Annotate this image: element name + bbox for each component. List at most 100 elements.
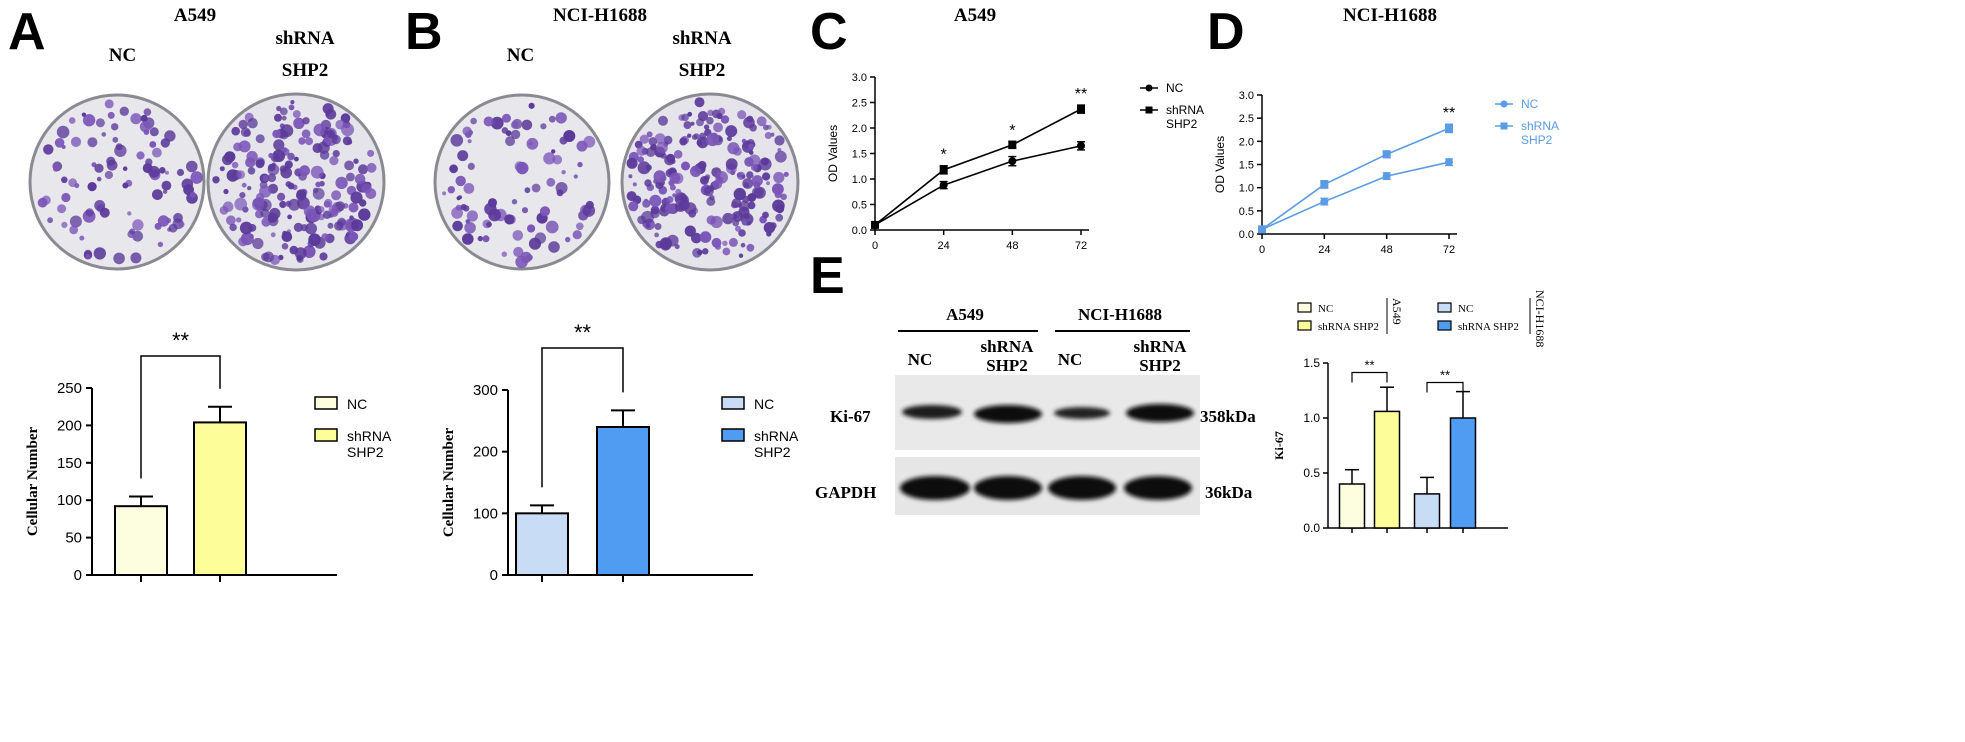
colony <box>490 116 504 130</box>
colony <box>307 240 315 248</box>
colony <box>279 200 287 209</box>
data-point <box>1077 105 1085 114</box>
chart-od-h1688: 0.0 0.5 1.0 1.5 2.0 2.5 3.0 0 24 48 72 OD Values ** N… <box>1215 90 1559 256</box>
colony <box>255 134 265 144</box>
legend-label: shRNA SHP2 <box>1318 321 1379 333</box>
colony <box>528 141 533 146</box>
data-point <box>871 220 879 229</box>
colony <box>247 118 258 129</box>
colony <box>114 144 127 157</box>
colony <box>774 150 787 163</box>
colony <box>577 161 583 168</box>
colony <box>645 223 651 229</box>
data-point <box>1445 124 1453 133</box>
colony <box>267 163 280 176</box>
colony <box>149 127 159 137</box>
colony <box>119 106 129 116</box>
colony <box>626 157 638 169</box>
x-tick-label: 24 <box>938 240 950 252</box>
colony <box>259 185 272 198</box>
colony <box>728 237 738 247</box>
colony <box>761 157 769 166</box>
colony <box>122 182 129 189</box>
colony <box>702 248 709 255</box>
y-tick-label: 1.0 <box>1303 411 1320 425</box>
colony <box>460 204 467 211</box>
colony <box>79 235 85 241</box>
panel-letter-a: A <box>8 3 46 61</box>
panel-c-title: A549 <box>953 5 997 26</box>
colony <box>312 143 323 154</box>
panel-a-shrna-label: shRNA <box>275 28 335 49</box>
colony <box>293 117 305 129</box>
colony <box>106 156 116 166</box>
colony <box>274 113 282 122</box>
colony <box>756 116 767 127</box>
colony <box>572 230 582 240</box>
legend-label: shRNA SHP2 <box>1521 119 1559 147</box>
colony <box>762 211 769 219</box>
panel-b-plates <box>433 92 800 272</box>
colony <box>93 247 107 260</box>
colony <box>645 164 652 171</box>
colony <box>582 204 596 217</box>
blot-group-a549: A549 <box>946 305 984 324</box>
dish-h1688-shrna <box>620 92 800 272</box>
colony <box>726 136 732 142</box>
blot-group-line-h1688 <box>1055 330 1190 332</box>
colony <box>335 119 346 130</box>
colony <box>329 156 339 166</box>
colony <box>229 223 237 232</box>
colony <box>659 237 673 250</box>
colony <box>646 131 653 138</box>
colony <box>317 206 325 213</box>
colony <box>288 198 301 211</box>
colony <box>637 161 651 175</box>
colony <box>738 253 744 258</box>
colony <box>467 162 475 170</box>
legend-label: NC <box>1521 97 1539 111</box>
data-point <box>1382 150 1391 159</box>
colony <box>69 215 82 228</box>
colony <box>178 221 185 228</box>
colony <box>281 115 287 121</box>
colony <box>239 192 246 199</box>
chart-ki67: 0.0 0.5 1.0 1.5 Ki-67 ** ** NC shRNA SHP2 A549 NC s… <box>1272 290 1547 535</box>
colony <box>747 193 756 202</box>
colony <box>450 134 464 147</box>
colony <box>534 232 547 244</box>
colony <box>287 182 295 190</box>
colony <box>365 188 377 199</box>
colony <box>350 191 363 204</box>
y-tick-label: 1.5 <box>1239 160 1254 172</box>
legend-swatch <box>314 396 338 410</box>
colony <box>288 104 295 111</box>
colony <box>505 136 516 147</box>
colony <box>94 163 104 173</box>
legend-label: shRNA SHP2 <box>347 428 392 460</box>
colony <box>219 166 225 172</box>
colony <box>43 144 54 155</box>
colony <box>290 100 295 105</box>
significance-bracket <box>1351 371 1388 383</box>
colony <box>292 110 301 119</box>
colony <box>692 248 702 258</box>
colony <box>85 208 94 217</box>
colony <box>238 119 248 130</box>
colony <box>456 196 461 201</box>
band-ki67-a549-nc <box>902 405 962 419</box>
colony <box>687 133 692 138</box>
colony <box>690 121 695 126</box>
colony <box>711 237 722 248</box>
x-tick-label: 0 <box>1259 244 1265 256</box>
colony <box>452 220 463 232</box>
chart-colony-h1688: 0 100 200 300 Cellular Number ** NC shRNA SHP2 <box>441 320 799 584</box>
colony <box>61 192 71 203</box>
colony <box>68 178 78 188</box>
colony <box>684 225 696 237</box>
colony <box>563 130 576 142</box>
colony <box>502 113 511 123</box>
colony <box>61 221 68 228</box>
blot-row-ki67-label: Ki-67 <box>830 407 871 426</box>
colony <box>505 130 512 137</box>
